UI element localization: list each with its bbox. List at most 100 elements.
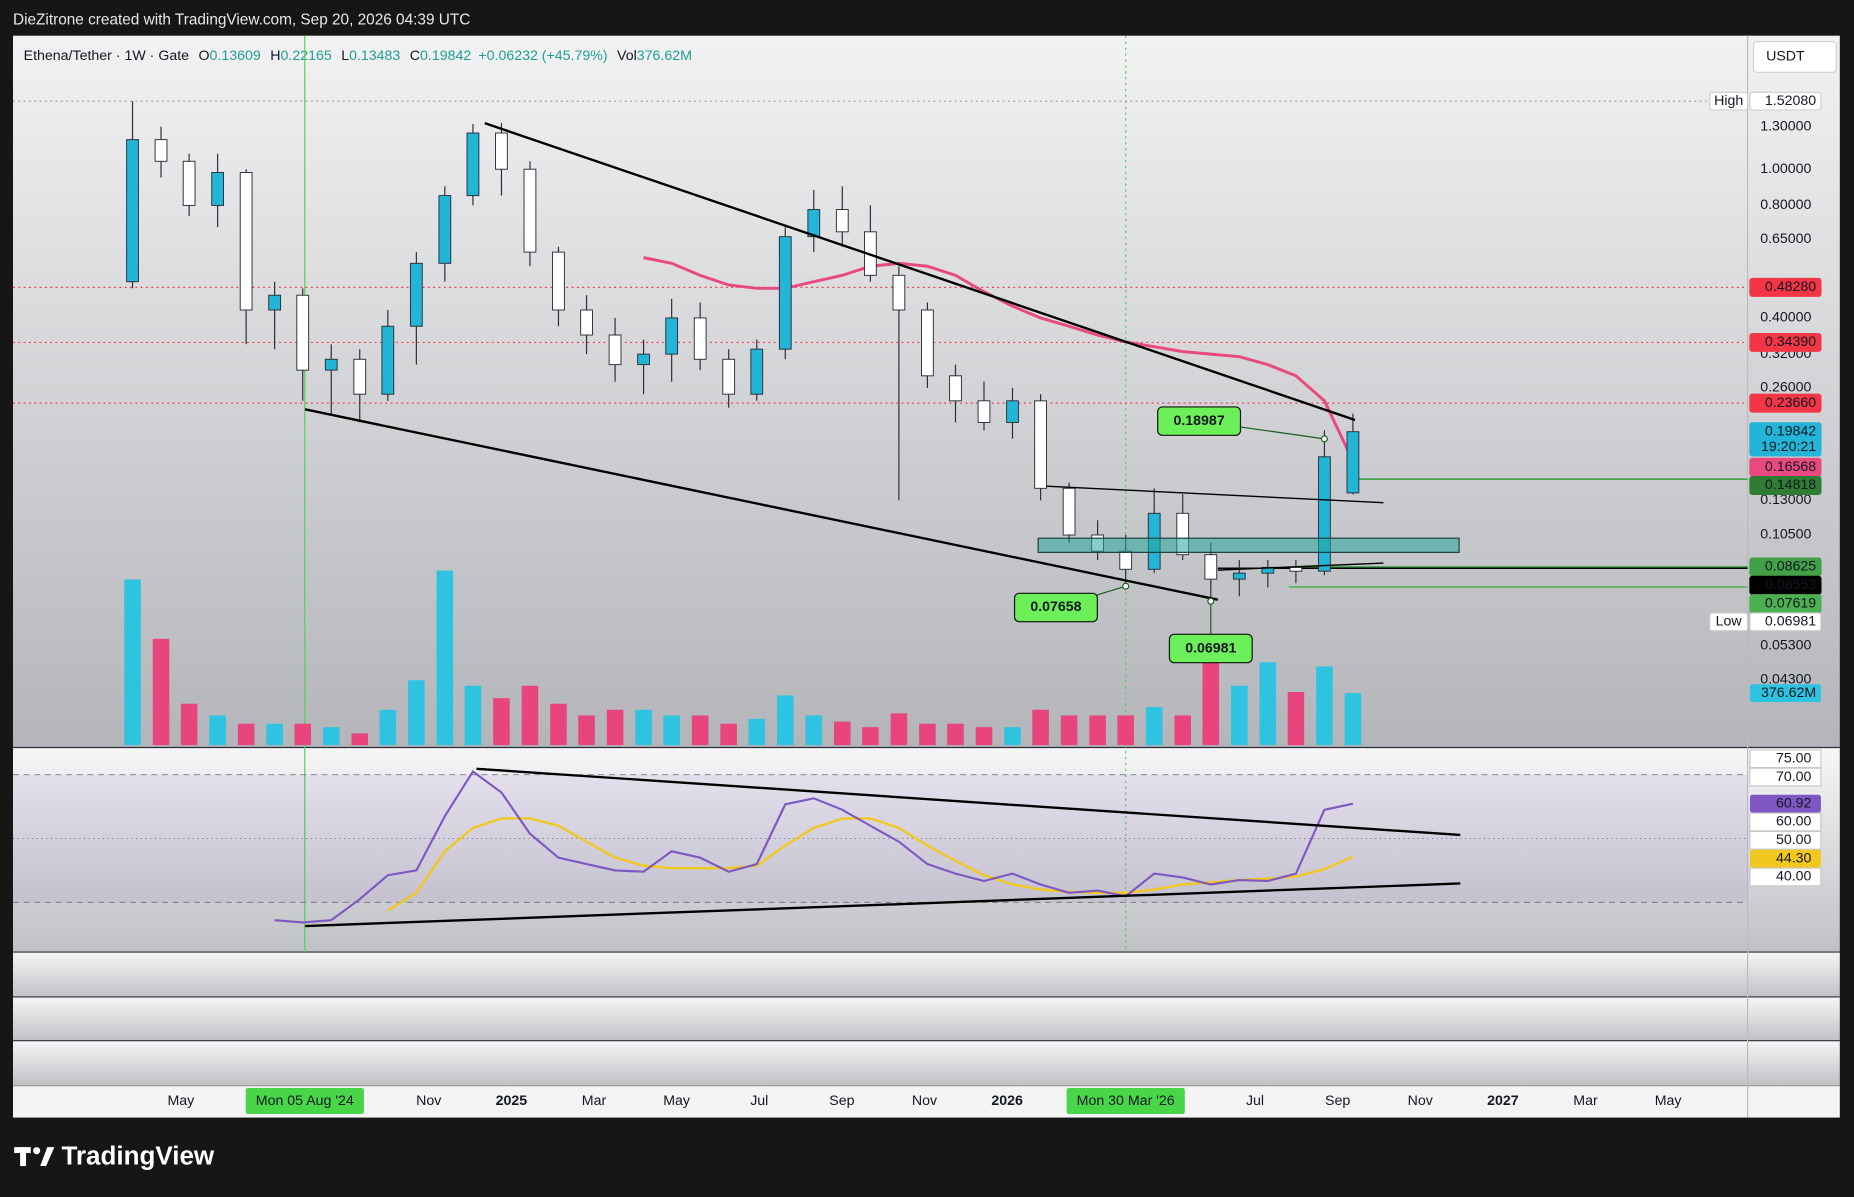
price-tag-label: 0.08625 xyxy=(1765,559,1816,575)
volume-bar xyxy=(720,723,737,746)
candle-body xyxy=(438,195,452,264)
volume-bar xyxy=(152,638,170,746)
candle-body xyxy=(154,139,168,162)
volume-bar xyxy=(663,715,680,746)
legend-label: Vol xyxy=(617,48,637,64)
rsi-tick-box xyxy=(1749,867,1822,887)
callout-point xyxy=(1207,597,1215,605)
candle-body xyxy=(1176,512,1190,556)
y-tick-label: 1.30000 xyxy=(1760,118,1811,134)
volume-bar xyxy=(521,685,539,746)
price-tag-label: 0.23660 xyxy=(1765,395,1816,411)
marker-label: Mon 30 Mar '26 xyxy=(1077,1093,1175,1109)
candle-body xyxy=(722,358,736,395)
volume-bar xyxy=(1344,693,1362,746)
candle-body xyxy=(778,236,792,350)
legend-label: C xyxy=(410,48,420,64)
callout-label: 0.18987 xyxy=(1173,413,1224,429)
candle-body xyxy=(1232,572,1246,580)
legend-value: 0.13483 xyxy=(349,48,400,64)
price-tag-box xyxy=(1749,332,1822,352)
candle-body xyxy=(182,160,196,206)
legend-value: 0.13609 xyxy=(210,48,261,64)
currency-button[interactable] xyxy=(1752,40,1837,73)
volume-bar xyxy=(919,723,936,746)
marker-label: Mon 05 Aug '24 xyxy=(256,1093,354,1109)
rsi-ma-tag-box xyxy=(1749,849,1821,868)
x-tick-label: Jul xyxy=(1246,1093,1264,1109)
price-tag-label: 0.14818 xyxy=(1765,477,1816,493)
rsi-line xyxy=(274,769,1354,924)
legend: Ethena/Tether · 1W · Gate O0.13609 H0.2216… xyxy=(24,48,692,64)
candle-body xyxy=(211,172,225,206)
price-tag-label: 0.07619 xyxy=(1765,595,1816,611)
rsi-tick-box xyxy=(1749,767,1822,787)
x-tick-label: 2027 xyxy=(1487,1093,1519,1109)
volume-bar xyxy=(1174,715,1191,746)
y-tick-label: 0.40000 xyxy=(1760,310,1811,326)
x-tick-label: Nov xyxy=(1408,1093,1434,1109)
trend-line xyxy=(484,122,1356,422)
currency[interactable]: USDT xyxy=(1766,49,1805,65)
price-tag-box xyxy=(1749,476,1822,495)
candle-body xyxy=(750,348,764,395)
candle-body xyxy=(1119,550,1133,570)
volume-bar xyxy=(493,698,510,746)
x-tick-label: Nov xyxy=(912,1093,938,1109)
y-tick-label: 0.26000 xyxy=(1760,380,1811,396)
candle-body xyxy=(693,317,707,360)
rsi-trend-line xyxy=(305,882,1461,928)
price-tag-box xyxy=(1749,575,1822,595)
x-tick-label: May xyxy=(167,1093,195,1109)
x-tick-label: May xyxy=(1655,1093,1683,1109)
volume-bar xyxy=(1316,666,1333,746)
volume-bar xyxy=(322,727,340,746)
price-tag-box xyxy=(1749,422,1822,457)
x-tick-label: Mar xyxy=(582,1093,607,1109)
zone xyxy=(1037,537,1460,553)
volume-bar xyxy=(294,723,312,746)
callout-box xyxy=(1157,406,1242,436)
candle-body xyxy=(892,274,906,311)
price-tag-label: 0.34390 xyxy=(1765,334,1816,350)
trend-line xyxy=(1217,562,1384,571)
candle-body xyxy=(949,375,962,402)
legend-value: 0.22165 xyxy=(281,48,332,64)
volume-bar xyxy=(550,703,567,746)
volume-bar xyxy=(1060,715,1078,746)
volume-bar xyxy=(351,733,369,746)
legend-change: +0.06232 (+45.79%) xyxy=(478,48,607,64)
candle-body xyxy=(296,294,310,371)
candle-body xyxy=(807,209,821,238)
volume-bar xyxy=(1287,691,1305,746)
volume-bar xyxy=(578,715,595,746)
volume-bar xyxy=(124,579,141,746)
x-tick-label: 2025 xyxy=(496,1093,528,1109)
volume-bar xyxy=(635,709,652,746)
volume-bar xyxy=(947,723,964,746)
y-tick-label: 0.13000 xyxy=(1760,492,1811,508)
empty-pane xyxy=(13,996,1840,1041)
x-tick-label: 2026 xyxy=(991,1093,1023,1109)
candle-body xyxy=(381,325,395,395)
rsi-ma-tag-label: 44.30 xyxy=(1776,850,1812,866)
candle-body xyxy=(1318,456,1331,572)
price-tag-box xyxy=(1749,277,1822,297)
empty-pane xyxy=(13,952,1840,997)
candle-body xyxy=(580,309,593,336)
price-tag-label: 0.19842 xyxy=(1765,423,1816,439)
candle-body xyxy=(1346,431,1360,494)
candle-body xyxy=(835,209,849,233)
trend-line xyxy=(304,408,1219,601)
candle-body xyxy=(921,309,934,377)
price-tag-label: 0.08553 xyxy=(1765,577,1816,593)
volume-bar xyxy=(1259,662,1277,746)
volume-bar xyxy=(606,709,624,746)
volume-bar xyxy=(408,680,425,746)
candle-body xyxy=(552,251,565,311)
brand: TradingView xyxy=(61,1141,214,1171)
price-pane xyxy=(13,35,1840,748)
x-tick-label: Sep xyxy=(1325,1093,1350,1109)
price-tag-caption-box xyxy=(1709,612,1749,632)
empty-pane xyxy=(13,1040,1840,1086)
